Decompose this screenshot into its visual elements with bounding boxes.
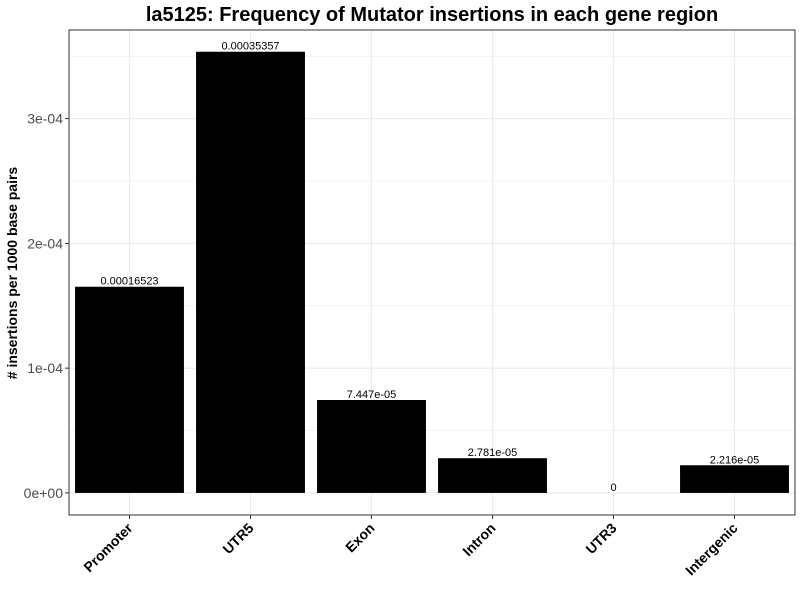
bar bbox=[680, 465, 789, 493]
bar bbox=[196, 51, 305, 493]
y-tick-label: 3e-04 bbox=[27, 111, 63, 127]
y-tick-label: 2e-04 bbox=[27, 235, 63, 251]
data-label: 7.447e-05 bbox=[347, 389, 397, 401]
y-axis-ticks: 0e+00 1e-04 2e-04 3e-04 bbox=[24, 111, 69, 501]
data-label: 2.781e-05 bbox=[468, 447, 518, 459]
y-tick-label: 1e-04 bbox=[27, 360, 63, 376]
chart-title: la5125: Frequency of Mutator insertions … bbox=[146, 4, 718, 26]
bar bbox=[75, 286, 184, 493]
data-label: 2.216e-05 bbox=[710, 454, 760, 466]
y-tick-label: 0e+00 bbox=[24, 485, 64, 501]
bar bbox=[438, 458, 547, 493]
bar bbox=[317, 399, 426, 493]
data-label: 0.00035357 bbox=[221, 41, 279, 53]
data-label: 0 bbox=[610, 482, 616, 494]
grid-minor bbox=[69, 55, 795, 431]
panel-border bbox=[68, 29, 796, 516]
data-labels-group: 0.00016523 0.00035357 7.447e-05 2.781e-05 0 2… bbox=[100, 41, 759, 494]
y-axis-label: # insertions per 1000 base pairs bbox=[4, 167, 20, 380]
data-label: 0.00016523 bbox=[100, 276, 158, 288]
bars-group bbox=[75, 51, 789, 493]
